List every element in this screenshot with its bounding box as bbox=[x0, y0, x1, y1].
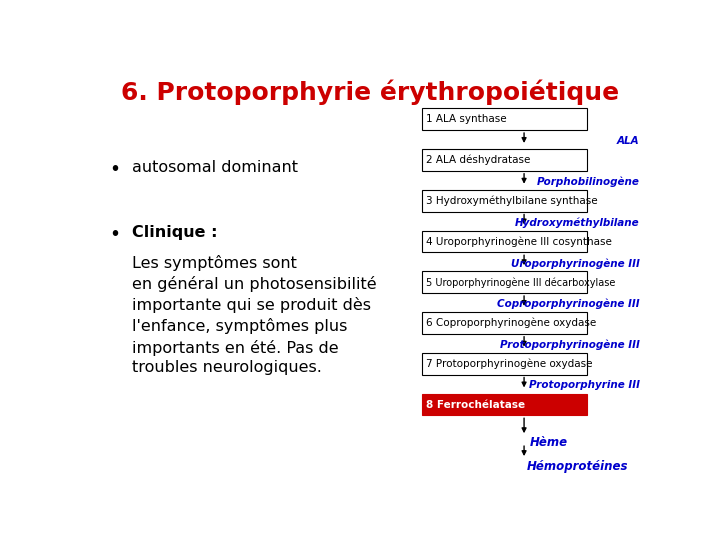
Text: Hémoprotéines: Hémoprotéines bbox=[527, 460, 629, 473]
Text: Clinique :: Clinique : bbox=[132, 225, 223, 240]
Text: •: • bbox=[109, 225, 121, 244]
Text: Protoporphyrinogène III: Protoporphyrinogène III bbox=[500, 340, 639, 350]
Text: 6. Protoporphyrie érythropoiétique: 6. Protoporphyrie érythropoiétique bbox=[121, 79, 618, 105]
FancyBboxPatch shape bbox=[422, 231, 587, 252]
FancyBboxPatch shape bbox=[422, 312, 587, 334]
Text: 2 ALA déshydratase: 2 ALA déshydratase bbox=[426, 155, 531, 165]
FancyBboxPatch shape bbox=[422, 353, 587, 375]
Text: 1 ALA synthase: 1 ALA synthase bbox=[426, 114, 507, 124]
Text: 6 Coproporphyrinogène oxydase: 6 Coproporphyrinogène oxydase bbox=[426, 318, 597, 328]
FancyBboxPatch shape bbox=[422, 109, 587, 130]
Text: ALA: ALA bbox=[617, 136, 639, 146]
FancyBboxPatch shape bbox=[422, 149, 587, 171]
Text: 4 Uroporphyrinogène III cosynthase: 4 Uroporphyrinogène III cosynthase bbox=[426, 237, 612, 247]
FancyBboxPatch shape bbox=[422, 272, 587, 293]
Text: Porphobilinogène: Porphobilinogène bbox=[536, 177, 639, 187]
Text: 7 Protoporphyrinogène oxydase: 7 Protoporphyrinogène oxydase bbox=[426, 359, 593, 369]
Text: 5 Uroporphyrinogène III décarboxylase: 5 Uroporphyrinogène III décarboxylase bbox=[426, 277, 616, 287]
Text: 3 Hydroxyméthylbilane synthase: 3 Hydroxyméthylbilane synthase bbox=[426, 195, 598, 206]
Text: Hydroxyméthylbilane: Hydroxyméthylbilane bbox=[515, 217, 639, 228]
FancyBboxPatch shape bbox=[422, 394, 587, 415]
Text: Uroporphyrinogène III: Uroporphyrinogène III bbox=[510, 258, 639, 268]
Text: •: • bbox=[109, 160, 121, 179]
Text: autosomal dominant: autosomal dominant bbox=[132, 160, 298, 176]
Text: Les symptômes sont
en général un photosensibilité
importante qui se produit dès
: Les symptômes sont en général un photose… bbox=[132, 255, 377, 375]
Text: Protoporphyrine III: Protoporphyrine III bbox=[528, 380, 639, 390]
Text: Hème: Hème bbox=[530, 436, 568, 449]
FancyBboxPatch shape bbox=[422, 190, 587, 212]
Text: 8 Ferrochélatase: 8 Ferrochélatase bbox=[426, 400, 526, 409]
Text: Coproporphyrinogène III: Coproporphyrinogène III bbox=[497, 299, 639, 309]
